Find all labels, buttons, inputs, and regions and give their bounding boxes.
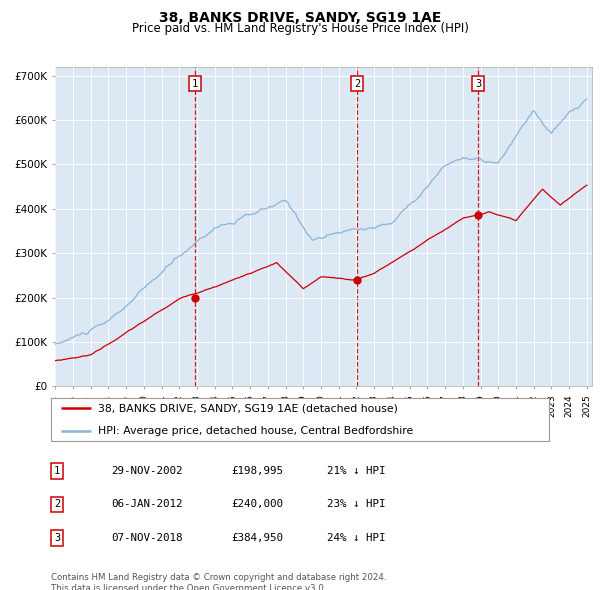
Text: 2: 2 xyxy=(354,78,361,88)
Text: HPI: Average price, detached house, Central Bedfordshire: HPI: Average price, detached house, Cent… xyxy=(98,425,413,435)
Text: 1: 1 xyxy=(54,466,60,476)
Text: £240,000: £240,000 xyxy=(231,500,283,509)
Text: £384,950: £384,950 xyxy=(231,533,283,543)
Text: 21% ↓ HPI: 21% ↓ HPI xyxy=(327,466,386,476)
Text: 07-NOV-2018: 07-NOV-2018 xyxy=(111,533,182,543)
Text: 24% ↓ HPI: 24% ↓ HPI xyxy=(327,533,386,543)
Text: 1: 1 xyxy=(191,78,198,88)
Text: Contains HM Land Registry data © Crown copyright and database right 2024.
This d: Contains HM Land Registry data © Crown c… xyxy=(51,573,386,590)
Text: 23% ↓ HPI: 23% ↓ HPI xyxy=(327,500,386,509)
FancyBboxPatch shape xyxy=(50,398,550,441)
Text: 3: 3 xyxy=(54,533,60,543)
Text: 38, BANKS DRIVE, SANDY, SG19 1AE: 38, BANKS DRIVE, SANDY, SG19 1AE xyxy=(159,11,441,25)
Text: 3: 3 xyxy=(475,78,481,88)
Text: £198,995: £198,995 xyxy=(231,466,283,476)
Text: 29-NOV-2002: 29-NOV-2002 xyxy=(111,466,182,476)
Text: 38, BANKS DRIVE, SANDY, SG19 1AE (detached house): 38, BANKS DRIVE, SANDY, SG19 1AE (detach… xyxy=(98,404,398,414)
Text: 2: 2 xyxy=(54,500,60,509)
Text: Price paid vs. HM Land Registry's House Price Index (HPI): Price paid vs. HM Land Registry's House … xyxy=(131,22,469,35)
Text: 06-JAN-2012: 06-JAN-2012 xyxy=(111,500,182,509)
